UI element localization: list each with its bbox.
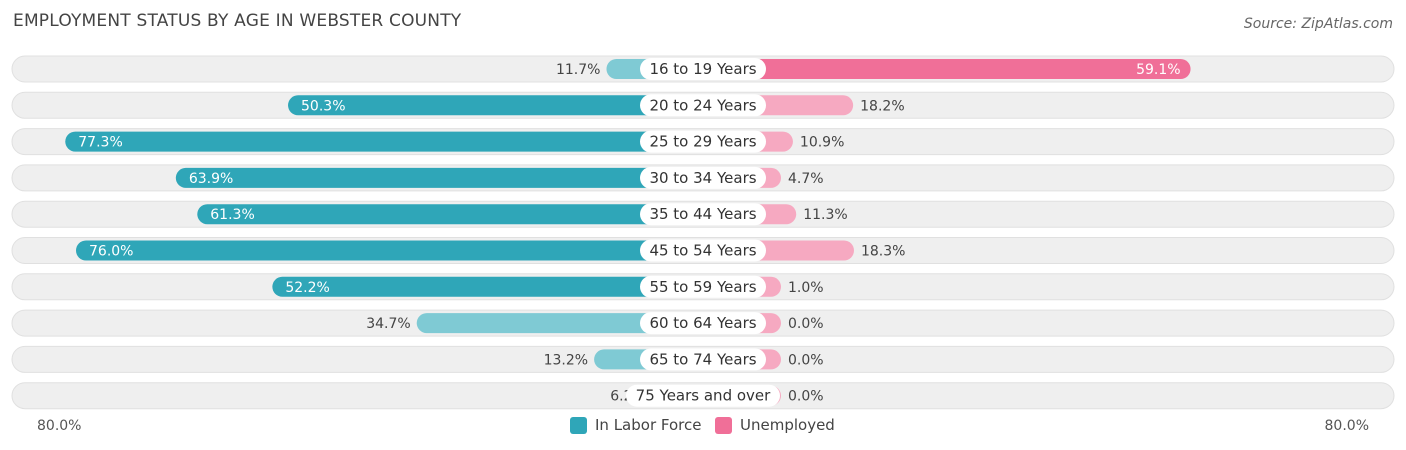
category-label: 55 to 59 Years	[649, 278, 756, 296]
category-label: 65 to 74 Years	[649, 350, 756, 368]
category-pill	[640, 58, 766, 80]
bar-in-labor-force	[197, 204, 703, 225]
legend-item-unemployed[interactable]: Unemployed	[715, 416, 835, 434]
data-label-unemployed: 59.1%	[1136, 62, 1180, 78]
category-pill	[640, 166, 766, 189]
legend-label-labor: In Labor Force	[595, 416, 702, 434]
category-label: 20 to 24 Years	[649, 96, 756, 114]
data-label-unemployed: 18.2%	[860, 98, 904, 114]
data-label-unemployed: 0.0%	[788, 389, 824, 405]
category-label: 35 to 44 Years	[649, 205, 756, 223]
bar-in-labor-force	[175, 167, 703, 188]
data-label-unemployed: 11.3%	[803, 207, 847, 223]
bar-in-labor-force	[272, 276, 703, 297]
data-label-unemployed: 0.0%	[788, 352, 824, 368]
bar-in-labor-force	[76, 240, 703, 261]
bar-in-labor-force	[288, 95, 703, 116]
data-label-in-labor-force: 50.3%	[301, 98, 345, 114]
data-label-unemployed: 10.9%	[800, 135, 844, 151]
category-label: 25 to 29 Years	[649, 133, 756, 151]
axis-label-left: 80.0%	[37, 418, 82, 434]
chart-legend: In Labor Force Unemployed	[0, 416, 1406, 438]
category-label: 16 to 19 Years	[649, 60, 756, 78]
data-label-in-labor-force: 52.2%	[285, 280, 329, 296]
chart-title: EMPLOYMENT STATUS BY AGE IN WEBSTER COUN…	[13, 11, 462, 31]
category-label: 60 to 64 Years	[649, 314, 756, 332]
data-label-in-labor-force: 63.9%	[189, 171, 233, 187]
category-pill	[640, 239, 766, 262]
chart-source: Source: ZipAtlas.com	[1243, 16, 1393, 32]
category-pill	[640, 130, 766, 153]
chart-plot: 11.7% 59.1% 16 to 19 Years 50.3% 18.2% 20 to …	[11, 55, 1395, 410]
data-label-in-labor-force: 13.2%	[544, 352, 588, 368]
category-pill	[640, 275, 766, 298]
category-pill	[640, 203, 766, 226]
data-label-in-labor-force: 61.3%	[210, 207, 254, 223]
data-label-unemployed: 18.3%	[861, 244, 905, 260]
data-label-in-labor-force: 77.3%	[78, 135, 122, 151]
bar-unemployed	[703, 59, 1191, 79]
data-label-in-labor-force: 76.0%	[89, 244, 133, 260]
bar-in-labor-force	[416, 313, 703, 334]
data-label-in-labor-force: 34.7%	[366, 316, 410, 332]
data-label-in-labor-force: 11.7%	[556, 62, 600, 78]
legend-label-unemployed: Unemployed	[740, 416, 835, 434]
axis-label-right: 80.0%	[1324, 418, 1369, 434]
bar-in-labor-force	[65, 131, 703, 152]
legend-swatch-labor	[570, 416, 587, 434]
category-label: 30 to 34 Years	[649, 169, 756, 187]
data-label-unemployed: 1.0%	[788, 280, 824, 296]
category-label: 75 Years and over	[636, 387, 771, 405]
category-pill	[626, 384, 780, 407]
legend-item-labor[interactable]: In Labor Force	[570, 416, 701, 434]
legend-swatch-unemployed	[715, 416, 732, 434]
category-pill	[640, 348, 766, 371]
category-label: 45 to 54 Years	[649, 242, 756, 260]
data-label-unemployed: 0.0%	[788, 316, 824, 332]
data-label-unemployed: 4.7%	[788, 171, 824, 187]
category-pill	[640, 312, 766, 335]
category-pill	[640, 94, 766, 117]
